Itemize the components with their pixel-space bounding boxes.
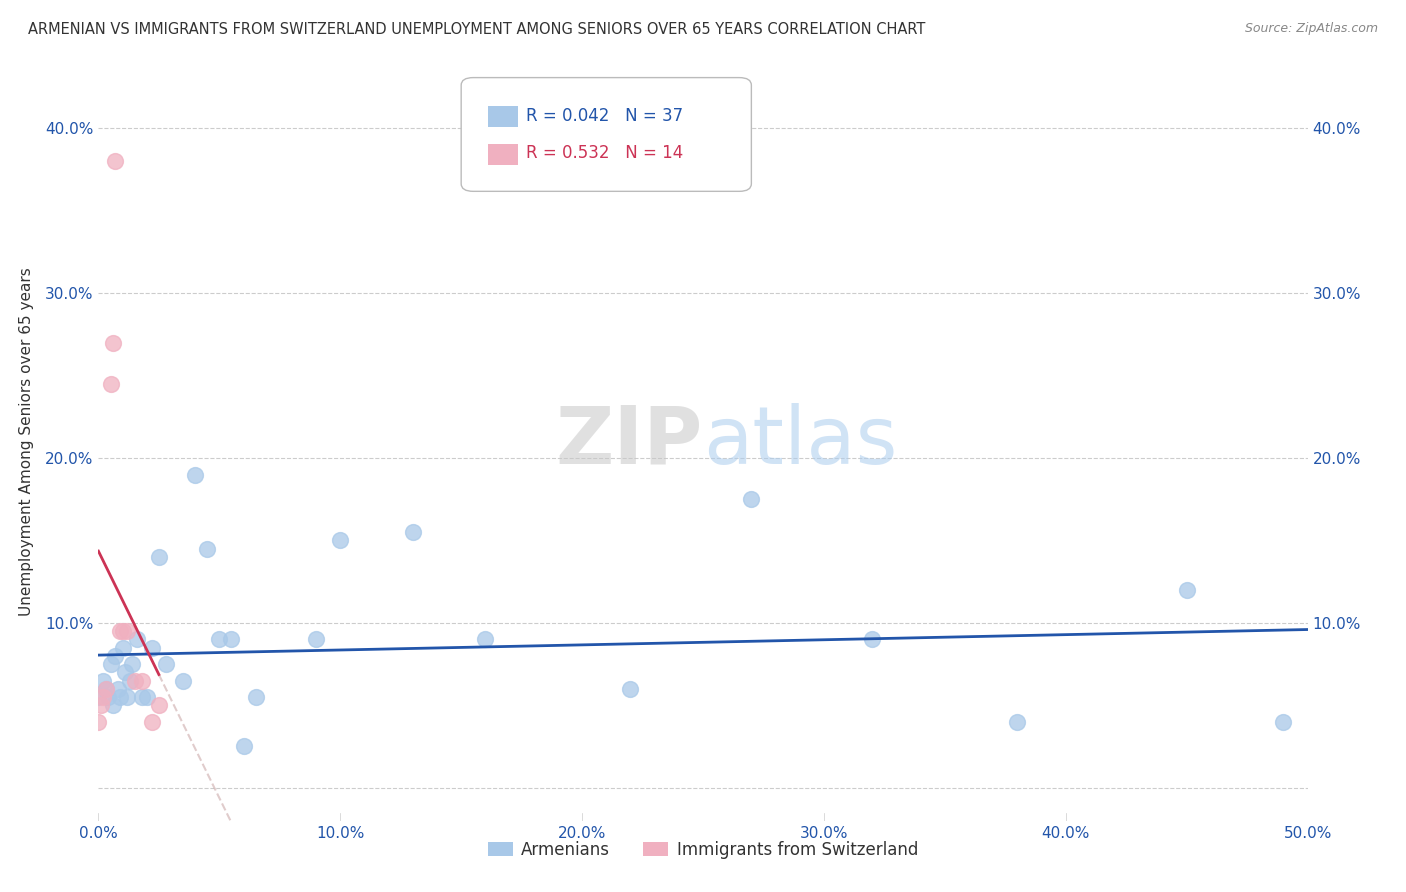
Point	[208, 632, 231, 647]
Point	[114, 665, 136, 680]
Point	[94, 681, 117, 696]
Point	[100, 657, 122, 671]
Point	[121, 657, 143, 671]
Point	[141, 714, 163, 729]
Point	[104, 648, 127, 663]
Point	[90, 698, 112, 713]
Point	[148, 549, 170, 564]
Point	[131, 673, 153, 688]
Text: R = 0.532   N = 14: R = 0.532 N = 14	[526, 145, 683, 162]
Point	[305, 632, 328, 647]
Text: R = 0.042   N = 37: R = 0.042 N = 37	[526, 106, 683, 125]
Point	[1175, 582, 1198, 597]
Point	[1272, 714, 1295, 729]
Text: atlas: atlas	[703, 402, 897, 481]
FancyBboxPatch shape	[488, 144, 517, 165]
Point	[111, 624, 134, 639]
FancyBboxPatch shape	[461, 78, 751, 191]
Text: ARMENIAN VS IMMIGRANTS FROM SWITZERLAND UNEMPLOYMENT AMONG SENIORS OVER 65 YEARS: ARMENIAN VS IMMIGRANTS FROM SWITZERLAND …	[28, 22, 925, 37]
FancyBboxPatch shape	[488, 105, 517, 127]
Point	[91, 673, 114, 688]
Point	[329, 533, 352, 548]
Point	[245, 690, 267, 704]
Legend: Armenians, Immigrants from Switzerland: Armenians, Immigrants from Switzerland	[481, 834, 925, 865]
Point	[101, 698, 124, 713]
Point	[221, 632, 243, 647]
Point	[148, 698, 170, 713]
Point	[87, 690, 110, 704]
Point	[97, 690, 120, 704]
Point	[1007, 714, 1029, 729]
Point	[91, 690, 114, 704]
Point	[232, 739, 254, 754]
Point	[117, 624, 139, 639]
Point	[111, 640, 134, 655]
Point	[117, 690, 139, 704]
Point	[87, 714, 110, 729]
Point	[141, 640, 163, 655]
Point	[131, 690, 153, 704]
Point	[94, 681, 117, 696]
Point	[155, 657, 177, 671]
Point	[402, 525, 425, 540]
Point	[118, 673, 141, 688]
Point	[108, 690, 131, 704]
Point	[107, 681, 129, 696]
Point	[619, 681, 641, 696]
Point	[195, 541, 218, 556]
Point	[135, 690, 157, 704]
Point	[474, 632, 496, 647]
Point	[100, 376, 122, 391]
Text: ZIP: ZIP	[555, 402, 703, 481]
Point	[101, 335, 124, 350]
Point	[108, 624, 131, 639]
Point	[740, 492, 762, 507]
Point	[184, 467, 207, 482]
Point	[124, 673, 146, 688]
Point	[104, 154, 127, 169]
Y-axis label: Unemployment Among Seniors over 65 years: Unemployment Among Seniors over 65 years	[18, 268, 34, 615]
Point	[127, 632, 149, 647]
Text: Source: ZipAtlas.com: Source: ZipAtlas.com	[1244, 22, 1378, 36]
Point	[172, 673, 194, 688]
Point	[860, 632, 883, 647]
